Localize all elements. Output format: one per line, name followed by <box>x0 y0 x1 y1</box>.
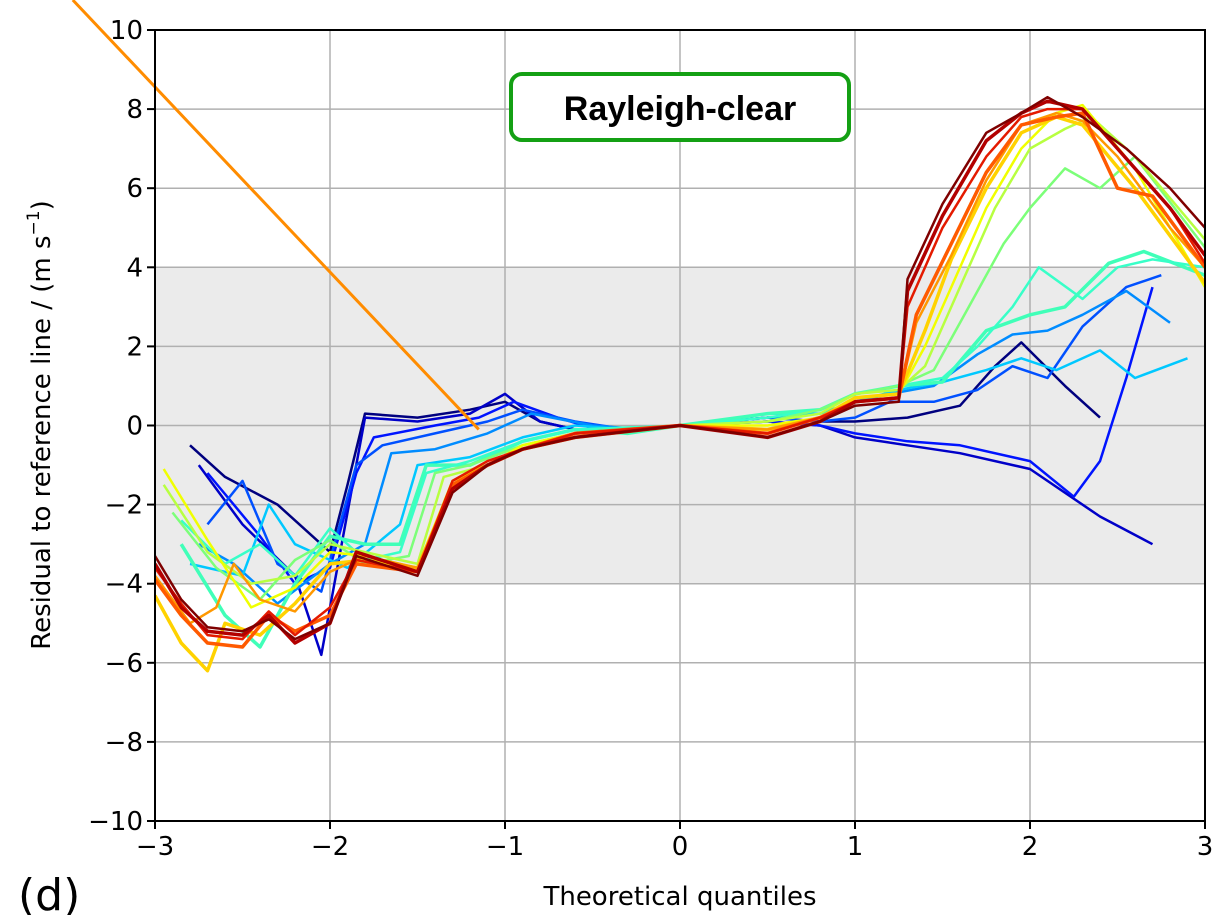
y-tick-label: 0 <box>126 412 143 442</box>
y-tick-label: −4 <box>105 570 143 600</box>
y-axis-label: Residual to reference line / (m s−1) <box>24 200 57 650</box>
panel-label: (d) <box>18 870 80 915</box>
series-line-8 <box>180 258 1205 578</box>
x-tick-label: 0 <box>672 832 689 862</box>
y-tick-label: 4 <box>126 253 143 283</box>
chart-title: Rayleigh-clear <box>564 90 796 128</box>
x-tick-label: 3 <box>1197 832 1214 862</box>
series-line-11 <box>162 103 1205 609</box>
y-axis-label-main: Residual to reference line / (m s <box>27 235 57 649</box>
x-tick-label: 2 <box>1022 832 1039 862</box>
reference-line-layer <box>71 0 480 431</box>
title-box: Rayleigh-clear <box>509 72 851 142</box>
x-axis-label: Theoretical quantiles <box>542 882 816 912</box>
series-line-10 <box>162 115 1205 585</box>
x-tick-label: −2 <box>311 832 349 862</box>
series-layer <box>155 95 1205 673</box>
series-line-17 <box>155 95 1205 641</box>
y-tick-label: 6 <box>126 174 143 204</box>
y-tick-label: −10 <box>88 807 143 837</box>
title-box-border <box>509 72 851 142</box>
y-tick-label: 10 <box>110 16 143 46</box>
y-axis-label-close: ) <box>27 200 57 210</box>
y-tick-label: −6 <box>105 649 143 679</box>
y-tick-label: 8 <box>126 95 143 125</box>
x-tick-label: −3 <box>136 832 174 862</box>
y-tick-label: 2 <box>126 332 143 362</box>
y-tick-label: −2 <box>105 491 143 521</box>
y-tick-label: −8 <box>105 728 143 758</box>
reference-line <box>71 0 480 431</box>
x-tick-label: 1 <box>847 832 864 862</box>
x-tick-label: −1 <box>486 832 524 862</box>
y-axis-label-superscript: −1 <box>24 210 44 235</box>
